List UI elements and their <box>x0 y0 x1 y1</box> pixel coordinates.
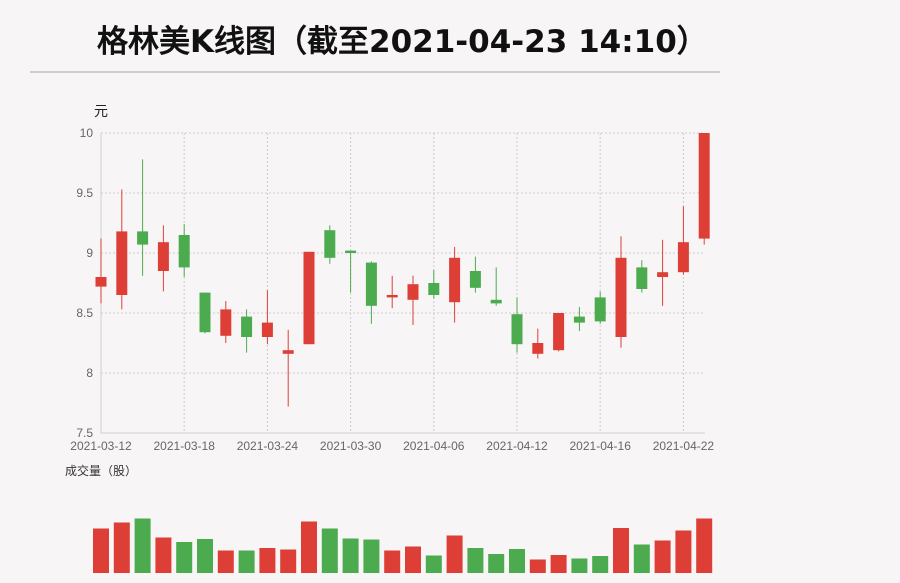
candle-body <box>157 242 169 271</box>
candle-body <box>116 231 128 295</box>
candle-body <box>199 292 211 333</box>
candle-body <box>137 231 149 245</box>
candle-body <box>95 277 107 287</box>
candle-body <box>178 235 190 268</box>
volume-bar <box>113 522 130 573</box>
candle-body <box>324 230 336 258</box>
x-tick-label: 2021-04-12 <box>486 439 548 453</box>
y-tick-label: 10 <box>80 126 94 140</box>
volume-bar <box>654 540 671 573</box>
candle-body <box>615 257 627 337</box>
candle-body <box>261 322 273 337</box>
title-divider <box>30 71 720 73</box>
candle-body <box>365 262 377 306</box>
volume-bar <box>384 550 401 573</box>
volume-bar <box>197 539 213 573</box>
candle-body <box>594 297 606 322</box>
volume-bar <box>321 528 338 573</box>
grid-lines <box>101 132 705 434</box>
x-tick-label: 2021-03-12 <box>70 439 132 453</box>
candles <box>95 133 710 407</box>
candle-body <box>532 343 544 354</box>
volume-bar <box>93 528 109 573</box>
y-axis-label: 元 <box>94 104 108 120</box>
x-tick-label: 2021-04-16 <box>570 439 632 453</box>
volume-bar <box>529 559 546 573</box>
volume-bar <box>446 535 463 573</box>
candle-body <box>386 295 398 298</box>
volume-bar <box>696 518 713 573</box>
candle-body <box>490 299 502 304</box>
chart-title: 格林美K线图（截至2021-04-23 14:10） <box>97 24 708 60</box>
volume-bar <box>280 549 297 573</box>
x-tick-label: 2021-04-22 <box>653 439 715 453</box>
candle-body <box>573 316 585 323</box>
candle-body <box>407 284 419 300</box>
candle-body <box>282 350 294 354</box>
volume-bar <box>425 555 442 573</box>
candle-body <box>553 313 565 351</box>
volume-bar <box>488 554 505 573</box>
x-tick-label: 2021-04-06 <box>403 439 465 453</box>
volume-bar <box>592 556 609 573</box>
volume-bar <box>301 521 317 573</box>
volume-bar <box>155 537 172 573</box>
volume-bar <box>176 542 193 573</box>
candle-body <box>303 251 315 345</box>
candle-body <box>698 133 710 239</box>
volume-bar <box>571 558 588 573</box>
volume-bar <box>342 538 359 573</box>
y-tick-label: 8 <box>86 366 93 380</box>
volume-label: 成交量（股） <box>65 464 138 478</box>
volume-bar <box>405 546 421 573</box>
x-tick-label: 2021-03-24 <box>237 439 299 453</box>
volume-bar <box>633 544 650 573</box>
candle-body <box>241 316 253 337</box>
candle-body <box>636 267 648 289</box>
candle-body <box>449 257 461 303</box>
x-tick-label: 2021-03-30 <box>320 439 382 453</box>
candle-body <box>220 309 232 336</box>
volume-bar <box>259 548 276 573</box>
x-tick-label: 2021-03-18 <box>154 439 216 453</box>
candle-body <box>428 283 440 295</box>
candle-body <box>469 271 481 288</box>
volume-bar <box>550 555 567 573</box>
volume-bar <box>613 528 629 573</box>
candle-body <box>657 272 669 277</box>
volume-bar <box>363 539 380 573</box>
y-tick-label: 7.5 <box>76 426 93 440</box>
volume-bar <box>217 550 234 573</box>
volume-bar <box>467 548 484 573</box>
volume-bar <box>509 549 525 573</box>
candle-body <box>511 314 523 345</box>
candle-body <box>345 250 357 253</box>
y-tick-label: 9 <box>86 246 93 260</box>
y-tick-label: 9.5 <box>76 186 93 200</box>
candle-body <box>677 242 689 273</box>
volume-bar <box>238 550 255 573</box>
volume-bar <box>675 530 692 573</box>
volume-bars <box>93 518 713 573</box>
y-tick-label: 8.5 <box>76 306 93 320</box>
volume-bar <box>134 518 151 573</box>
